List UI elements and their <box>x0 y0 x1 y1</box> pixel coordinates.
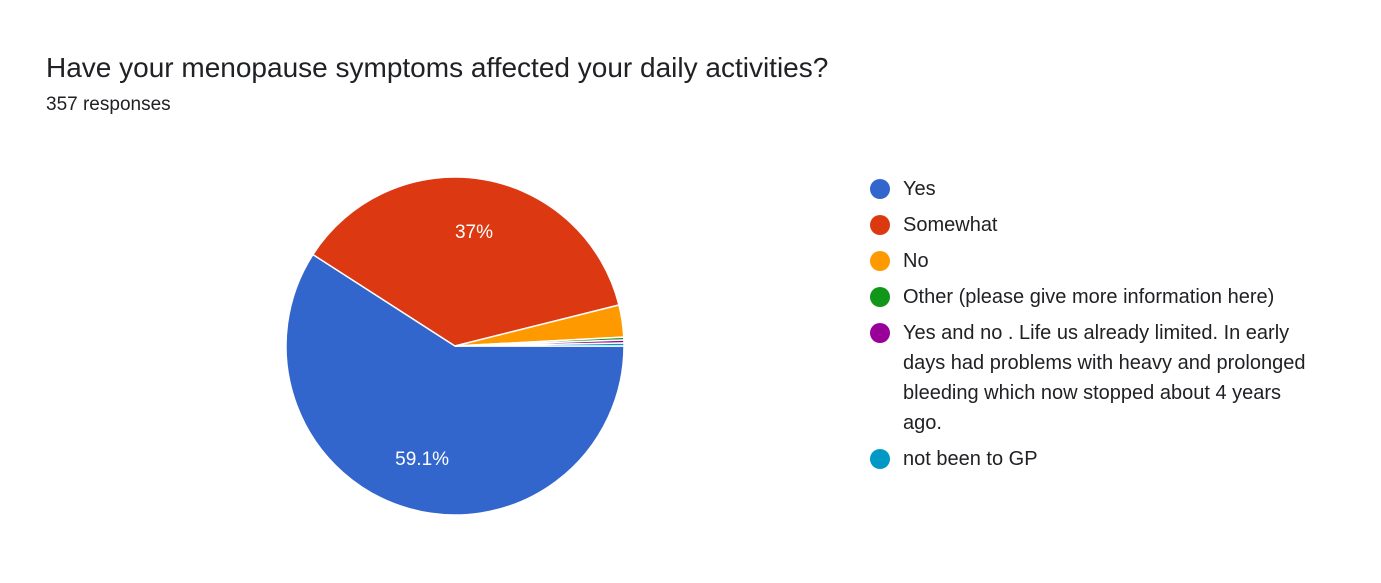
legend-item-yes-and-no-life-us-already-lim[interactable]: Yes and no . Life us already limited. In… <box>870 318 1340 438</box>
pie-slice-somewhat[interactable] <box>311 176 620 347</box>
legend-item-yes[interactable]: Yes <box>870 174 1340 204</box>
legend-swatch <box>870 323 890 343</box>
slice-label-somewhat: 37% <box>455 222 493 243</box>
legend-label: not been to GP <box>903 448 1038 470</box>
legend-label: Yes <box>903 178 936 200</box>
pie-slice-not-been-to-gp[interactable] <box>454 342 625 347</box>
legend-item-somewhat[interactable]: Somewhat <box>870 210 1340 240</box>
legend-swatch <box>870 179 890 199</box>
legend-swatch <box>870 449 890 469</box>
slice-label-yes: 59.1% <box>395 449 449 470</box>
response-count: 357 responses <box>46 94 171 115</box>
chart-legend: Yes Somewhat No Other (please give more inf… <box>870 174 1340 480</box>
legend-item-other-please-give-more-informa[interactable]: Other (please give more information here… <box>870 282 1340 312</box>
pie-slice-yes[interactable] <box>285 253 625 516</box>
legend-label: No <box>903 250 929 272</box>
legend-item-no[interactable]: No <box>870 246 1340 276</box>
pie-chart: 59.1% 37% <box>285 176 625 516</box>
legend-item-not-been-to-gp[interactable]: not been to GP <box>870 444 1340 474</box>
legend-label: Yes and no . Life us already limited. In… <box>903 322 1306 434</box>
legend-swatch <box>870 215 890 235</box>
chart-title: Have your menopause symptoms affected yo… <box>46 52 829 83</box>
legend-swatch <box>870 287 890 307</box>
legend-swatch <box>870 251 890 271</box>
legend-label: Other (please give more information here… <box>903 286 1275 308</box>
legend-label: Somewhat <box>903 214 998 236</box>
